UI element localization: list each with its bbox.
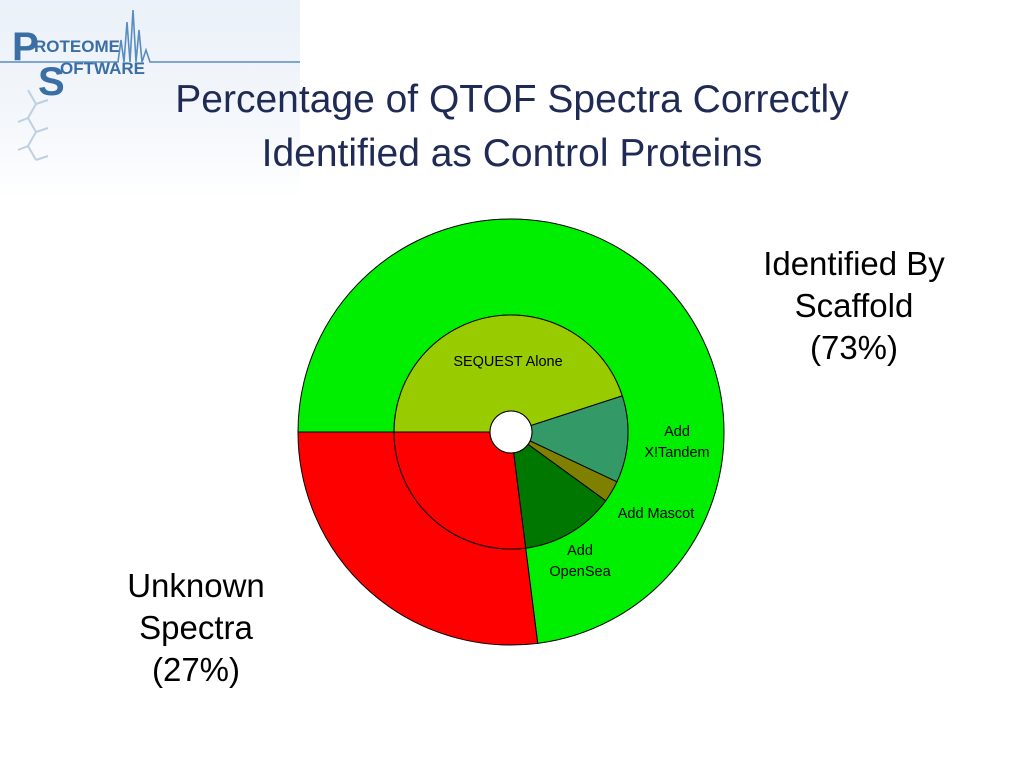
logo-word-bottom: OFTWARE bbox=[60, 59, 145, 78]
inner-slice-label-2-line-0: Add Mascot bbox=[618, 506, 695, 522]
outer-slice-label-0-line-1: Scaffold bbox=[794, 287, 914, 324]
outer-slice-label-1-line-2: (27%) bbox=[151, 651, 241, 688]
page-title-line-1: Percentage of QTOF Spectra Correctly bbox=[175, 78, 849, 121]
center-hole bbox=[489, 410, 533, 454]
proteome-software-logo: P ROTEOME S OFTWARE bbox=[0, 9, 300, 161]
outer-slice-label-1: Unknown Spectra (27%) bbox=[96, 565, 296, 691]
outer-slice-label-1-line-1: Spectra bbox=[139, 609, 253, 646]
molecule-chain-icon bbox=[17, 89, 49, 161]
inner-slice-label-1-line-0: Add bbox=[664, 424, 690, 440]
inner-slice-label-3-line-0: Add bbox=[567, 543, 593, 559]
outer-slice-label-1-line-0: Unknown bbox=[127, 567, 265, 604]
inner-slice-label-3-line-1: OpenSea bbox=[549, 564, 611, 580]
inner-slice-label-1-line-1: X!Tandem bbox=[644, 445, 709, 461]
outer-slice-label-0-line-2: (73%) bbox=[809, 329, 899, 366]
outer-slice-label-0-line-0: Identified By bbox=[763, 245, 945, 282]
spectrum-line-icon bbox=[0, 9, 300, 63]
outer-slice-label-0: Identified By Scaffold (73%) bbox=[738, 243, 970, 369]
logo-word-top: ROTEOME bbox=[34, 37, 120, 56]
logo-initial-s: S bbox=[38, 60, 65, 104]
page-title-line-2: Identified as Control Proteins bbox=[261, 132, 763, 175]
logo-panel bbox=[0, 0, 300, 200]
inner-slice-label-0-line-0: SEQUEST Alone bbox=[453, 354, 562, 370]
